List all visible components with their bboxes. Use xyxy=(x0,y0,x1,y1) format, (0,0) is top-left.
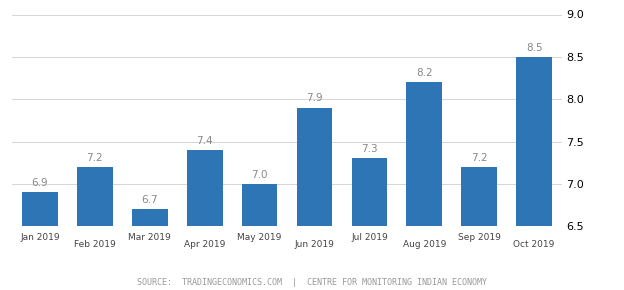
Text: 7.3: 7.3 xyxy=(361,144,378,154)
Text: 7.0: 7.0 xyxy=(251,170,268,180)
Text: Jul 2019: Jul 2019 xyxy=(351,233,388,242)
Text: 7.2: 7.2 xyxy=(87,153,103,163)
Text: 6.9: 6.9 xyxy=(32,178,48,188)
Text: Sep 2019: Sep 2019 xyxy=(458,233,500,242)
Bar xyxy=(461,167,497,290)
Text: Jun 2019: Jun 2019 xyxy=(295,240,334,249)
Text: Mar 2019: Mar 2019 xyxy=(129,233,171,242)
Bar xyxy=(241,184,278,290)
Text: 8.5: 8.5 xyxy=(526,43,542,52)
Bar xyxy=(351,158,388,290)
Text: May 2019: May 2019 xyxy=(237,233,282,242)
Text: Apr 2019: Apr 2019 xyxy=(184,240,225,249)
Bar xyxy=(296,108,333,290)
Bar xyxy=(187,150,223,290)
Text: Jan 2019: Jan 2019 xyxy=(20,233,60,242)
Text: Feb 2019: Feb 2019 xyxy=(74,240,115,249)
Text: 7.4: 7.4 xyxy=(197,136,213,146)
Bar xyxy=(406,82,442,290)
Text: 8.2: 8.2 xyxy=(416,68,432,78)
Text: 7.9: 7.9 xyxy=(306,93,323,104)
Text: SOURCE:  TRADINGECONOMICS.COM  |  CENTRE FOR MONITORING INDIAN ECONOMY: SOURCE: TRADINGECONOMICS.COM | CENTRE FO… xyxy=(137,278,487,287)
Text: 6.7: 6.7 xyxy=(142,195,158,205)
Text: 7.2: 7.2 xyxy=(471,153,487,163)
Bar xyxy=(516,57,552,290)
Bar xyxy=(22,192,58,290)
Text: Aug 2019: Aug 2019 xyxy=(402,240,446,249)
Text: Oct 2019: Oct 2019 xyxy=(514,240,555,249)
Bar xyxy=(132,209,168,290)
Bar xyxy=(77,167,113,290)
